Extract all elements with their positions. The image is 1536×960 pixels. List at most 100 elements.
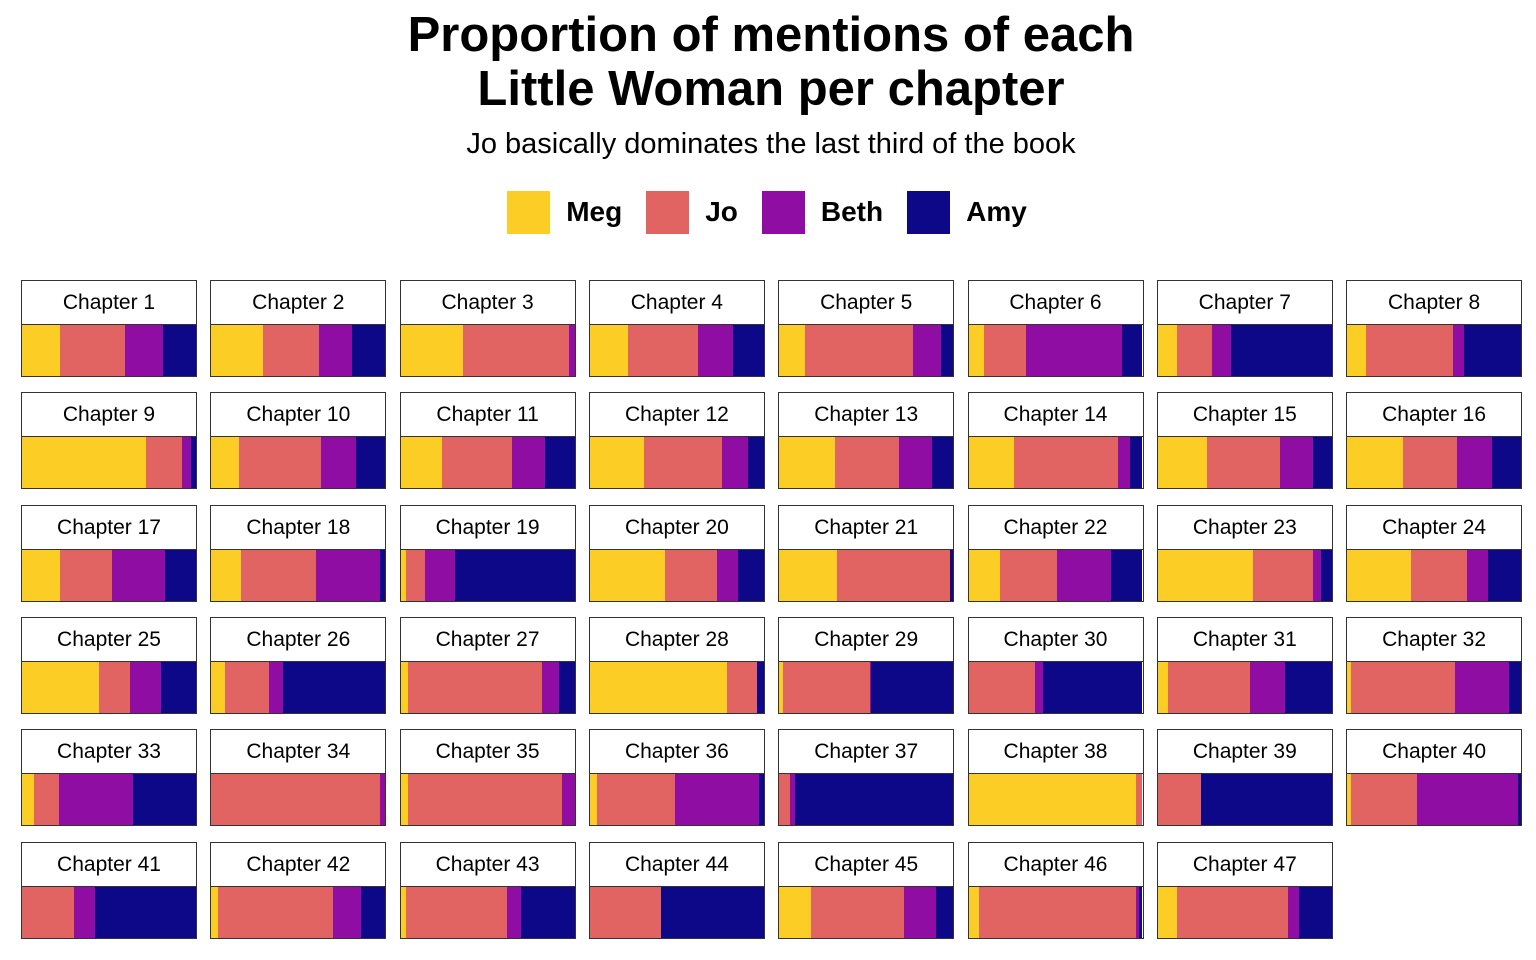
facet-panel bbox=[778, 773, 955, 827]
facet-strip-label: Chapter 12 bbox=[588, 392, 765, 437]
facet-chapter-10: Chapter 10 bbox=[210, 392, 387, 490]
bar-segment-meg bbox=[1347, 437, 1403, 489]
legend-swatch-amy bbox=[907, 190, 951, 234]
legend-swatch-beth bbox=[761, 190, 805, 234]
bar-segment-meg bbox=[22, 661, 99, 713]
bar-segment-amy bbox=[133, 774, 196, 826]
legend-label-beth: Beth bbox=[820, 196, 884, 227]
facet-chapter-16: Chapter 16 bbox=[1346, 392, 1523, 490]
bar-segment-meg bbox=[1347, 549, 1412, 601]
facet-panel bbox=[1156, 660, 1333, 714]
bar-segment-jo bbox=[810, 886, 905, 938]
bar-segment-beth bbox=[1456, 437, 1492, 489]
facet-chapter-6: Chapter 6 bbox=[967, 280, 1144, 378]
bar-segment-jo bbox=[779, 774, 790, 826]
bar-segment-jo bbox=[643, 437, 723, 489]
bar-segment-amy bbox=[732, 325, 764, 376]
bar-segment-jo bbox=[60, 549, 113, 601]
bar-segment-meg bbox=[1347, 774, 1351, 826]
bar-segment-jo bbox=[589, 886, 662, 938]
bar-segment-meg bbox=[1157, 661, 1169, 713]
bar-segment-jo bbox=[98, 661, 130, 713]
bar-segment-meg bbox=[968, 325, 985, 376]
facet-strip-label: Chapter 4 bbox=[588, 280, 765, 324]
bar-segment-amy bbox=[794, 774, 954, 826]
facet-panel bbox=[399, 660, 576, 714]
facet-strip-label: Chapter 3 bbox=[399, 280, 576, 324]
bar-segment-meg bbox=[1347, 325, 1367, 376]
bar-segment-jo bbox=[1206, 437, 1280, 489]
facet-chapter-27: Chapter 27 bbox=[399, 616, 576, 715]
bar-segment-jo bbox=[1168, 661, 1250, 713]
legend: Meg Jo Beth Amy bbox=[0, 190, 1536, 234]
bar-segment-meg bbox=[779, 886, 811, 938]
facet-strip-label: Chapter 9 bbox=[21, 392, 197, 437]
chart-subtitle: Jo basically dominates the last third of… bbox=[466, 128, 1076, 160]
bar-segment-jo bbox=[1176, 325, 1212, 376]
bar-segment-amy bbox=[1121, 325, 1143, 376]
facet-panel bbox=[967, 773, 1144, 827]
facet-panel bbox=[210, 548, 387, 602]
facet-strip-label: Chapter 44 bbox=[588, 841, 765, 886]
facet-chapter-30: Chapter 30 bbox=[967, 616, 1144, 715]
facet-chapter-22: Chapter 22 bbox=[967, 504, 1144, 603]
bar-segment-jo bbox=[1411, 549, 1468, 601]
bar-segment-meg bbox=[968, 437, 1014, 489]
facet-panel bbox=[21, 885, 197, 939]
bar-segment-jo bbox=[984, 325, 1026, 376]
facet-panel bbox=[21, 324, 197, 377]
facet-chapter-8: Chapter 8 bbox=[1346, 280, 1523, 378]
bar-segment-jo bbox=[34, 774, 59, 826]
facet-panel bbox=[778, 324, 955, 377]
facet-chapter-5: Chapter 5 bbox=[778, 280, 955, 378]
facet-chapter-2: Chapter 2 bbox=[210, 280, 387, 378]
bar-segment-amy bbox=[1312, 437, 1332, 489]
bar-segment-amy bbox=[748, 437, 764, 489]
facet-panel bbox=[778, 660, 955, 714]
bar-segment-jo bbox=[999, 549, 1058, 601]
bar-segment-jo bbox=[145, 437, 183, 489]
bar-segment-meg bbox=[968, 549, 1000, 601]
facet-panel bbox=[21, 548, 197, 602]
bar-segment-meg bbox=[1157, 886, 1177, 938]
bar-segment-jo bbox=[407, 774, 563, 826]
facet-strip-label: Chapter 32 bbox=[1346, 616, 1523, 661]
facet-panel bbox=[210, 885, 387, 939]
facet-strip-label: Chapter 40 bbox=[1346, 729, 1523, 774]
facet-panel bbox=[967, 660, 1144, 714]
bar-segment-meg bbox=[1157, 325, 1177, 376]
bar-segment-amy bbox=[164, 549, 196, 601]
bar-segment-amy bbox=[1491, 437, 1522, 489]
bar-segment-meg bbox=[779, 437, 835, 489]
bar-segment-beth bbox=[112, 549, 165, 601]
legend-swatch-jo bbox=[646, 190, 690, 234]
facet-chapter-38: Chapter 38 bbox=[967, 729, 1144, 827]
bar-segment-amy bbox=[1111, 549, 1143, 601]
facet-strip-label: Chapter 20 bbox=[588, 504, 765, 549]
bar-segment-amy bbox=[1298, 886, 1332, 938]
bar-segment-amy bbox=[1284, 661, 1332, 713]
facet-strip-label: Chapter 47 bbox=[1156, 841, 1333, 886]
facet-chapter-31: Chapter 31 bbox=[1156, 616, 1333, 715]
facet-strip-label: Chapter 6 bbox=[967, 280, 1144, 324]
bar-segment-jo bbox=[834, 437, 900, 489]
bar-segment-beth bbox=[424, 549, 455, 601]
bar-segment-amy bbox=[454, 549, 575, 601]
facet-strip-label: Chapter 30 bbox=[967, 616, 1144, 661]
facet-chapter-39: Chapter 39 bbox=[1156, 729, 1333, 827]
bar-segment-beth bbox=[1057, 549, 1112, 601]
bar-segment-meg bbox=[211, 661, 226, 713]
bar-segment-jo bbox=[968, 661, 1035, 713]
bar-segment-meg bbox=[779, 661, 783, 713]
facet-strip-label: Chapter 13 bbox=[778, 392, 955, 437]
bar-segment-amy bbox=[558, 661, 575, 713]
bar-segment-jo bbox=[805, 325, 914, 376]
facet-chapter-44: Chapter 44 bbox=[588, 841, 765, 940]
bar-segment-beth bbox=[569, 325, 575, 376]
facet-panel bbox=[399, 773, 576, 827]
facet-panel bbox=[967, 885, 1144, 939]
facet-chapter-43: Chapter 43 bbox=[399, 841, 576, 940]
bar-segment-jo bbox=[1253, 549, 1313, 601]
bar-segment-beth bbox=[1034, 661, 1044, 713]
